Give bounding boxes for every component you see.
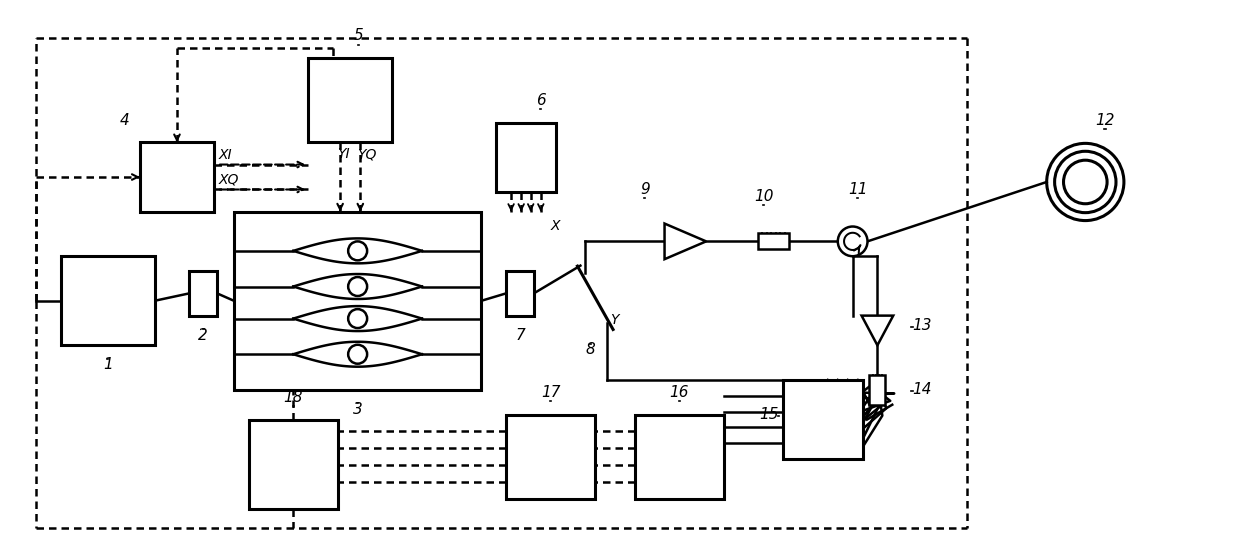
Polygon shape — [665, 224, 706, 259]
Text: 2: 2 — [198, 327, 208, 342]
Bar — [506, 271, 534, 316]
Text: Y: Y — [610, 312, 619, 327]
Text: YQ: YQ — [357, 147, 377, 161]
Circle shape — [348, 309, 367, 328]
Text: 17: 17 — [541, 385, 560, 400]
Bar — [758, 234, 790, 249]
Circle shape — [838, 226, 868, 256]
Text: 15: 15 — [759, 407, 779, 422]
Circle shape — [348, 277, 367, 296]
Text: 3: 3 — [352, 402, 362, 417]
Text: 9: 9 — [640, 182, 650, 197]
Bar — [140, 142, 215, 212]
Text: 14: 14 — [913, 383, 931, 398]
Text: 13: 13 — [913, 318, 931, 333]
Text: 8: 8 — [585, 342, 595, 358]
Text: 5: 5 — [353, 28, 363, 43]
Text: 12: 12 — [1095, 112, 1115, 127]
Polygon shape — [862, 316, 893, 345]
Text: X: X — [551, 220, 560, 234]
Bar — [506, 415, 595, 499]
Bar — [234, 212, 481, 390]
Text: 4: 4 — [120, 112, 130, 127]
Bar — [635, 415, 724, 499]
Text: 11: 11 — [848, 182, 867, 197]
Bar — [496, 122, 556, 192]
Text: 1: 1 — [103, 357, 113, 372]
Circle shape — [348, 241, 367, 260]
Text: 6: 6 — [536, 93, 546, 108]
Text: 18: 18 — [284, 390, 303, 405]
Bar — [784, 380, 863, 459]
Bar — [61, 256, 155, 345]
Text: XI: XI — [219, 147, 233, 162]
Text: 10: 10 — [754, 188, 774, 203]
Text: 7: 7 — [515, 327, 525, 342]
Bar — [309, 58, 392, 142]
Bar — [190, 271, 217, 316]
Bar — [869, 375, 885, 405]
Bar — [249, 420, 337, 509]
Text: 16: 16 — [670, 385, 689, 400]
Circle shape — [348, 345, 367, 364]
Text: YI: YI — [337, 147, 350, 161]
Text: XQ: XQ — [219, 172, 239, 186]
